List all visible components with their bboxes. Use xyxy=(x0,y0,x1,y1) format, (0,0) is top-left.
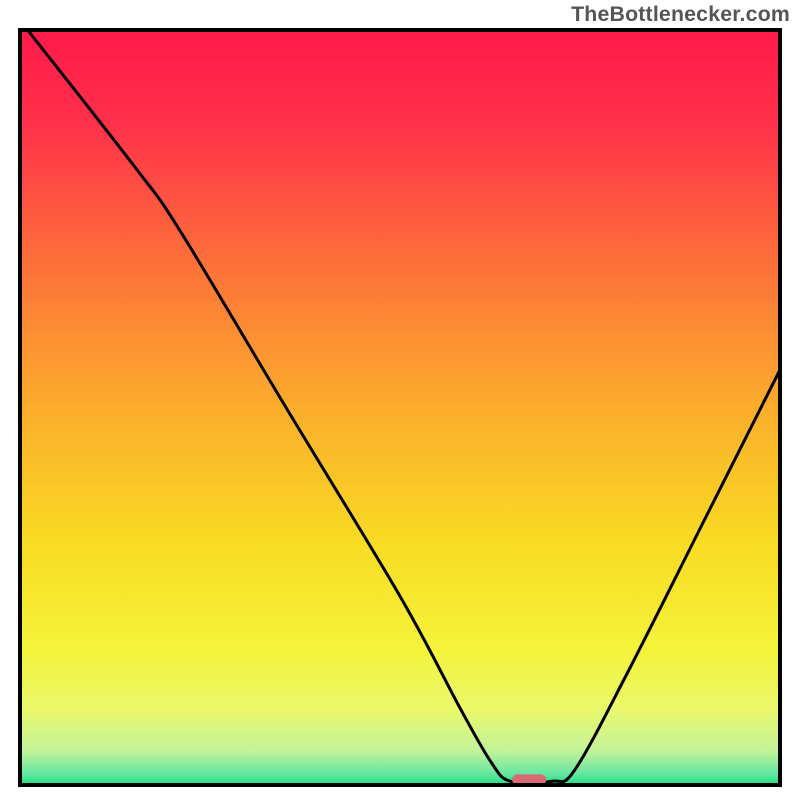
chart-container: TheBottlenecker.com xyxy=(0,0,800,800)
chart-svg xyxy=(0,0,800,800)
gradient-background xyxy=(20,30,780,785)
